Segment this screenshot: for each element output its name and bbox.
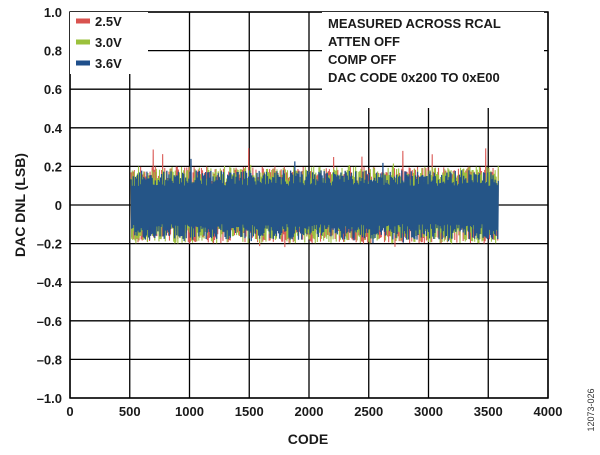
y-tick-label: 0.2 xyxy=(44,159,62,174)
x-tick-label: 2500 xyxy=(354,404,383,419)
x-tick-label: 4000 xyxy=(534,404,563,419)
y-tick-label: 0 xyxy=(55,198,62,213)
y-tick-label: 0.8 xyxy=(44,44,62,59)
x-tick-label: 3500 xyxy=(474,404,503,419)
x-tick-label: 1500 xyxy=(235,404,264,419)
legend-label-2-5v: 2.5V xyxy=(95,14,122,29)
annotation-box: MEASURED ACROSS RCAL ATTEN OFF COMP OFF … xyxy=(322,12,544,108)
y-tick-label: –0.2 xyxy=(37,237,62,252)
x-tick-label: 3000 xyxy=(414,404,443,419)
annotation-background xyxy=(322,12,544,108)
plot-frame xyxy=(69,11,549,399)
y-tick-label: –0.8 xyxy=(37,352,62,367)
y-tick-label: 1.0 xyxy=(44,5,62,20)
annotation-line-3: COMP OFF xyxy=(328,52,396,67)
data-traces xyxy=(130,148,499,248)
y-axis-title: DAC DNL (LSB) xyxy=(12,153,28,257)
figure-id: 12073-026 xyxy=(586,388,596,431)
series-trace-3-6v xyxy=(130,158,499,244)
annotation-line-1: MEASURED ACROSS RCAL xyxy=(328,16,501,31)
x-tick-label: 0 xyxy=(66,404,73,419)
legend-item-3-0v: 3.0V xyxy=(76,35,122,50)
legend-item-3-6v: 3.6V xyxy=(76,56,122,71)
y-tick-label: 0.6 xyxy=(44,82,62,97)
x-axis-title: CODE xyxy=(288,431,328,447)
legend-item-2-5v: 2.5V xyxy=(76,14,122,29)
annotation-line-2: ATTEN OFF xyxy=(328,34,400,49)
x-tick-label: 1000 xyxy=(175,404,204,419)
tick-labels: 0 500 1000 1500 2000 2500 3000 3500 4000 1.0 0.8 0.… xyxy=(37,5,563,419)
legend-label-3-0v: 3.0V xyxy=(95,35,122,50)
y-tick-label: –0.4 xyxy=(37,275,63,290)
y-tick-label: –1.0 xyxy=(37,391,62,406)
x-tick-label: 500 xyxy=(119,404,141,419)
y-tick-label: –0.6 xyxy=(37,314,62,329)
y-tick-label: 0.4 xyxy=(44,121,63,136)
legend-label-3-6v: 3.6V xyxy=(95,56,122,71)
x-tick-label: 2000 xyxy=(295,404,324,419)
annotation-line-4: DAC CODE 0x200 TO 0xE00 xyxy=(328,70,500,85)
legend: 2.5V 3.0V 3.6V xyxy=(70,12,148,74)
